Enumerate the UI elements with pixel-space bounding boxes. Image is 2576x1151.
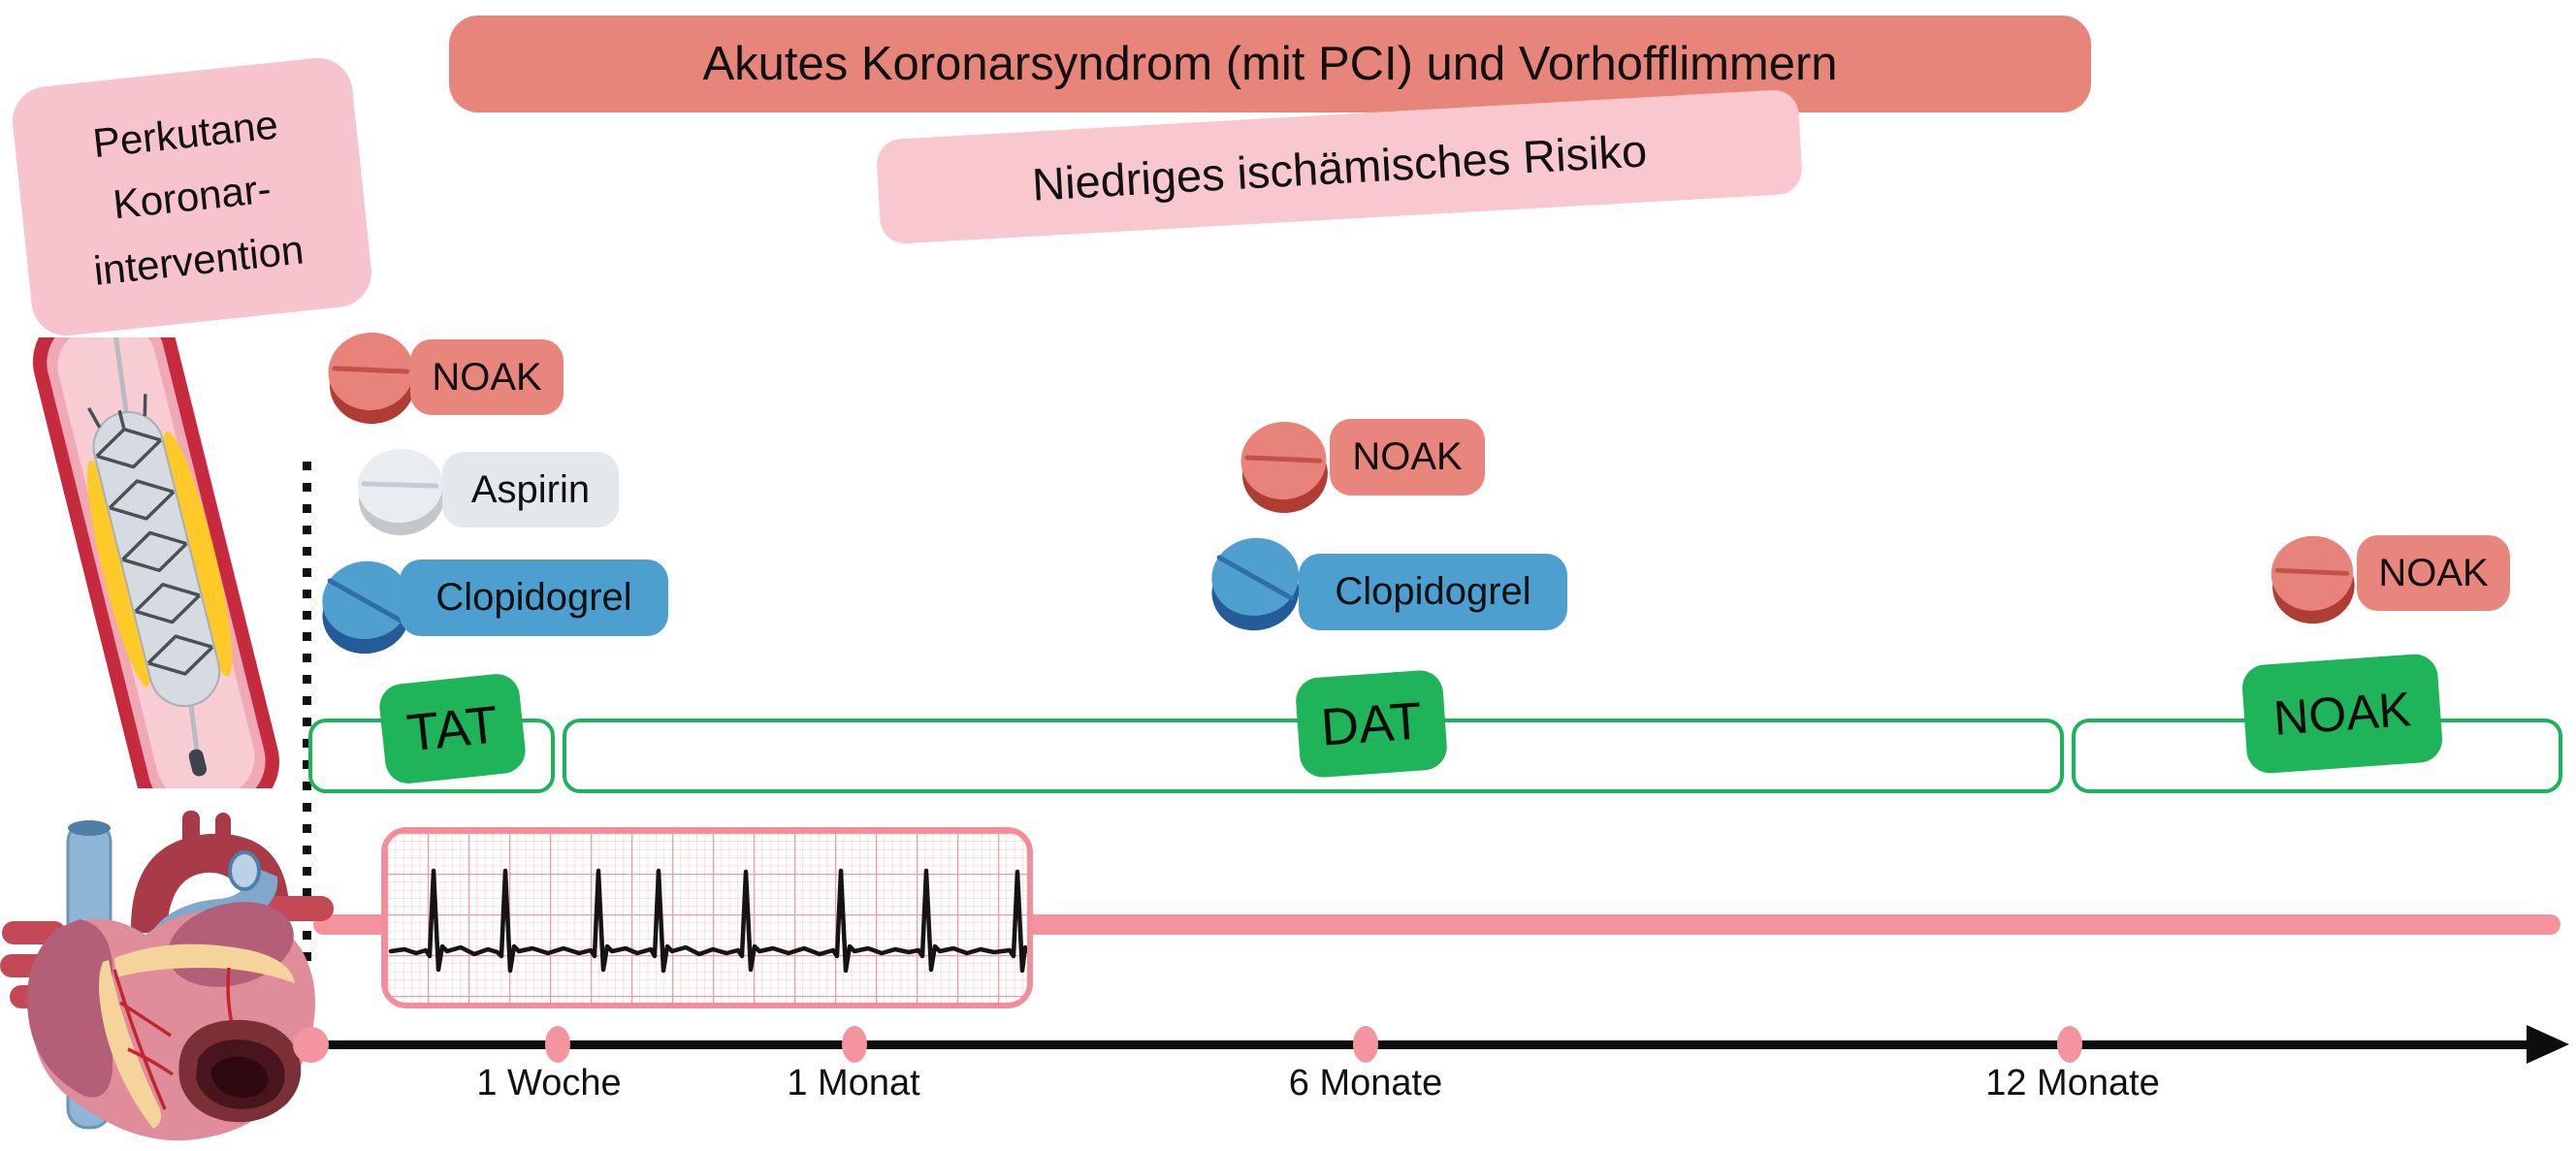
timeline-label-1woche: 1 Woche xyxy=(476,1063,622,1103)
page-title: Akutes Koronarsyndrom (mit PCI) und Vorh… xyxy=(449,16,2091,112)
timeline-dot-1woche xyxy=(545,1026,570,1063)
noak-pill-icon xyxy=(2270,535,2355,624)
clopidogrel-pill-icon xyxy=(322,560,410,655)
dat-badge: DAT xyxy=(1294,668,1449,780)
noak-pill-icon xyxy=(328,332,415,424)
timeline-dot-12monate xyxy=(2057,1026,2082,1063)
ecg-strip xyxy=(381,827,1033,1008)
noak-pill-icon xyxy=(1240,421,1328,513)
timeline-label-12monate: 12 Monate xyxy=(1985,1063,2160,1103)
pci-dotted-line xyxy=(303,462,311,1032)
clopidogrel-pill-icon xyxy=(1211,537,1300,631)
noak-label: NOAK xyxy=(2357,535,2510,611)
ecg-grid-and-trace xyxy=(387,833,1027,1003)
timeline-label-6monate: 6 Monate xyxy=(1288,1063,1443,1103)
timeline-arrow-icon xyxy=(2527,1025,2569,1064)
noak-label: NOAK xyxy=(410,339,564,415)
noak-label: NOAK xyxy=(1330,419,1485,496)
heart-with-infarct-illustration xyxy=(0,811,334,1141)
stent-in-artery-illustration xyxy=(32,337,279,788)
timeline-dot-1monat xyxy=(842,1026,867,1063)
timeline-dot-6monate xyxy=(1353,1026,1378,1063)
timeline-axis xyxy=(296,1040,2532,1049)
tat-badge: TAT xyxy=(377,671,528,786)
timeline-label-1monat: 1 Monat xyxy=(787,1063,920,1103)
aspirin-pill-icon xyxy=(357,448,444,536)
clopidogrel-label: Clopidogrel xyxy=(1299,554,1567,630)
clopidogrel-label: Clopidogrel xyxy=(400,560,668,636)
aspirin-label: Aspirin xyxy=(442,452,619,528)
noak-badge: NOAK xyxy=(2240,653,2444,775)
timeline-start-dot xyxy=(293,1027,329,1063)
pci-label: Perkutane Koronar- intervention xyxy=(9,54,375,339)
ecg-trace xyxy=(388,868,1027,974)
